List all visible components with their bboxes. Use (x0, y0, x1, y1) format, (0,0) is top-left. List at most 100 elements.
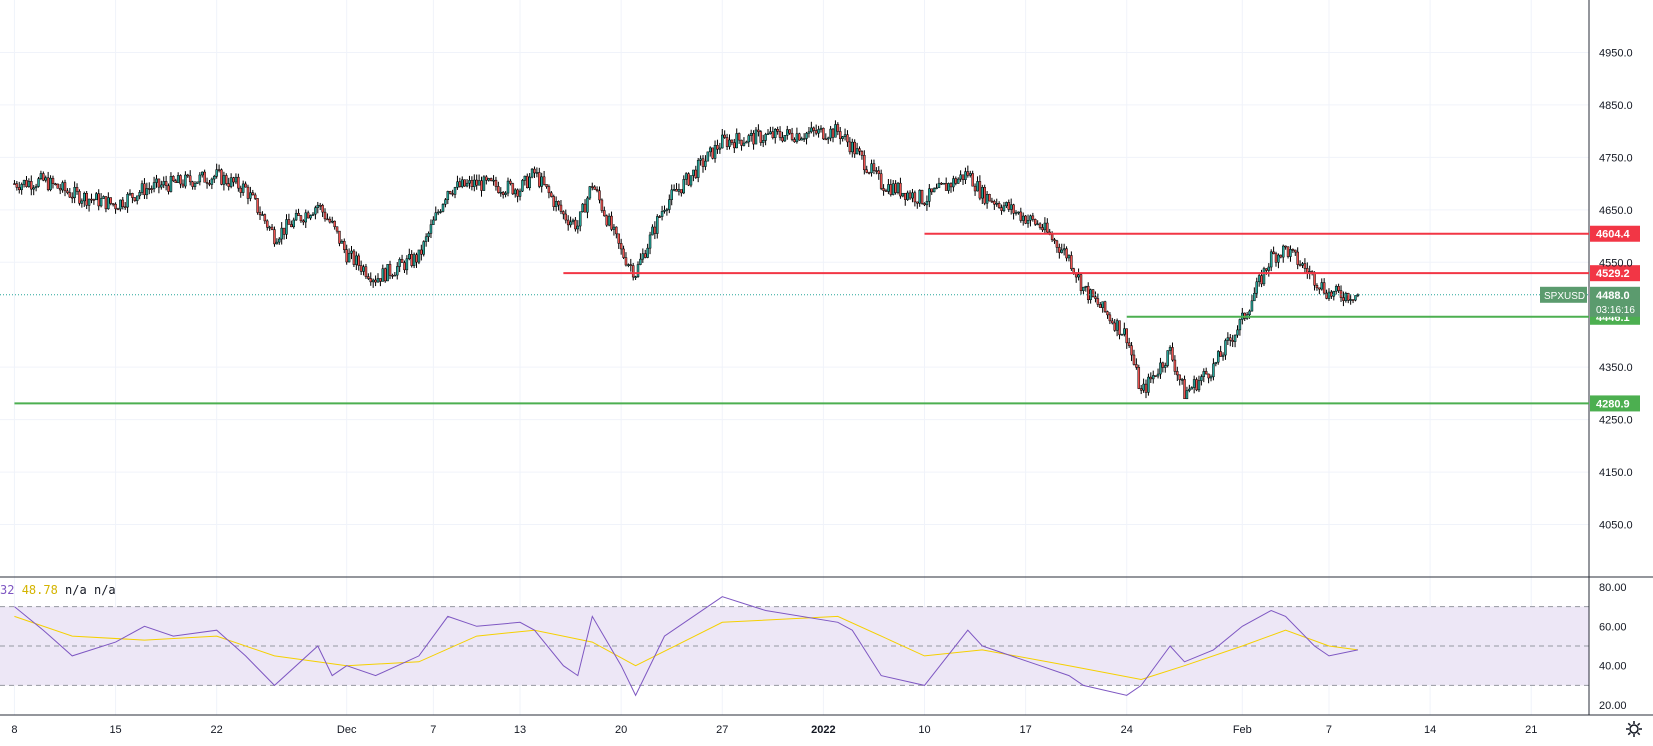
candle-body (903, 192, 907, 200)
candle-body (901, 192, 905, 197)
candle-body (863, 155, 866, 171)
candle-body (718, 147, 722, 150)
candle-body (1060, 249, 1063, 253)
candle-body (928, 188, 931, 202)
candle-body (1147, 376, 1150, 393)
candle-body (58, 188, 62, 191)
candle-body (186, 174, 190, 177)
candle-body (410, 254, 413, 266)
candle-body (619, 243, 623, 250)
candle-body (788, 129, 791, 134)
candle-body (412, 254, 416, 266)
candle-body (97, 193, 100, 207)
candle-body (338, 230, 341, 244)
candle-body (1026, 219, 1030, 224)
candle-body (131, 193, 134, 198)
price-tick-label: 4550.0 (1599, 257, 1633, 269)
candle-body (422, 241, 425, 255)
candle-body (1250, 300, 1254, 312)
candle-body (571, 219, 575, 223)
candle-body (865, 169, 868, 173)
candle-body (995, 203, 998, 205)
candle-body (978, 181, 982, 199)
candle-body (357, 255, 360, 266)
candle-body (210, 178, 214, 185)
candle-body (562, 211, 565, 215)
candle-body (713, 144, 717, 159)
candle-body (569, 221, 572, 226)
candle-body (663, 209, 666, 212)
candle-body (408, 254, 411, 260)
candle-body (215, 169, 218, 177)
candle-body (1207, 373, 1210, 379)
candle-body (1096, 298, 1100, 305)
candle-body (1231, 340, 1234, 342)
level-label: 4529.2 (1596, 268, 1630, 280)
candle-body (253, 194, 257, 199)
candle-body (1041, 227, 1044, 231)
candle-body (798, 133, 801, 141)
candle-body (1106, 311, 1109, 316)
rsi-legend: 32 48.78 n/a n/a (0, 583, 116, 597)
candle-body (540, 176, 543, 187)
candle-body (155, 178, 158, 183)
candle-body (22, 179, 26, 185)
candle-body (417, 249, 421, 263)
candle-body (328, 218, 332, 223)
candle-body (309, 215, 312, 219)
candle-body (952, 178, 955, 188)
candle-body (369, 278, 373, 283)
candle-body (670, 189, 673, 200)
candle-body (1014, 212, 1018, 214)
candle-body (899, 182, 902, 197)
candle-body (1197, 380, 1201, 391)
candle-body (1178, 374, 1181, 381)
candle-body (494, 179, 498, 187)
candle-body (511, 183, 515, 195)
candle-body (461, 179, 464, 187)
candle-body (1144, 383, 1148, 393)
candle-body (1221, 354, 1225, 357)
candle-body (379, 278, 382, 282)
candle-body (116, 208, 120, 211)
candle-body (263, 214, 267, 222)
candle-body (687, 173, 690, 186)
candle-body (1342, 297, 1345, 301)
candle-body (557, 201, 560, 206)
candle-body (1274, 253, 1278, 263)
price-tick-label: 4650.0 (1599, 205, 1633, 217)
candle-body (398, 259, 401, 267)
candle-body (530, 168, 534, 178)
candle-body (1281, 245, 1285, 258)
candle-body (270, 226, 274, 230)
candle-body (990, 200, 994, 203)
rsi-ma-line (14, 615, 1358, 681)
candle-body (810, 127, 813, 133)
candle-body (292, 219, 295, 228)
candle-body (102, 196, 105, 199)
time-tick-label: Feb (1233, 724, 1252, 736)
candle-body (504, 192, 507, 195)
candle-body (581, 203, 584, 213)
candle-body (374, 279, 377, 283)
candle-body (1154, 375, 1157, 377)
candle-body (692, 169, 695, 176)
candle-body (1236, 329, 1239, 336)
candle-body (708, 147, 712, 153)
candle-body (1139, 388, 1143, 391)
candle-body (790, 132, 794, 140)
candle-body (314, 207, 317, 215)
gear-icon[interactable] (1623, 718, 1645, 740)
candle-body (860, 151, 864, 156)
time-tick-label: 2022 (811, 724, 835, 736)
candle-body (311, 213, 315, 216)
candle-body (634, 276, 637, 278)
candle-body (704, 160, 707, 167)
candle-body (383, 268, 387, 282)
candle-body (1349, 299, 1352, 301)
rsi-tick-label: 20.00 (1599, 700, 1627, 712)
candle-body (838, 131, 842, 139)
candle-body (817, 129, 820, 134)
candle-body (470, 180, 474, 188)
